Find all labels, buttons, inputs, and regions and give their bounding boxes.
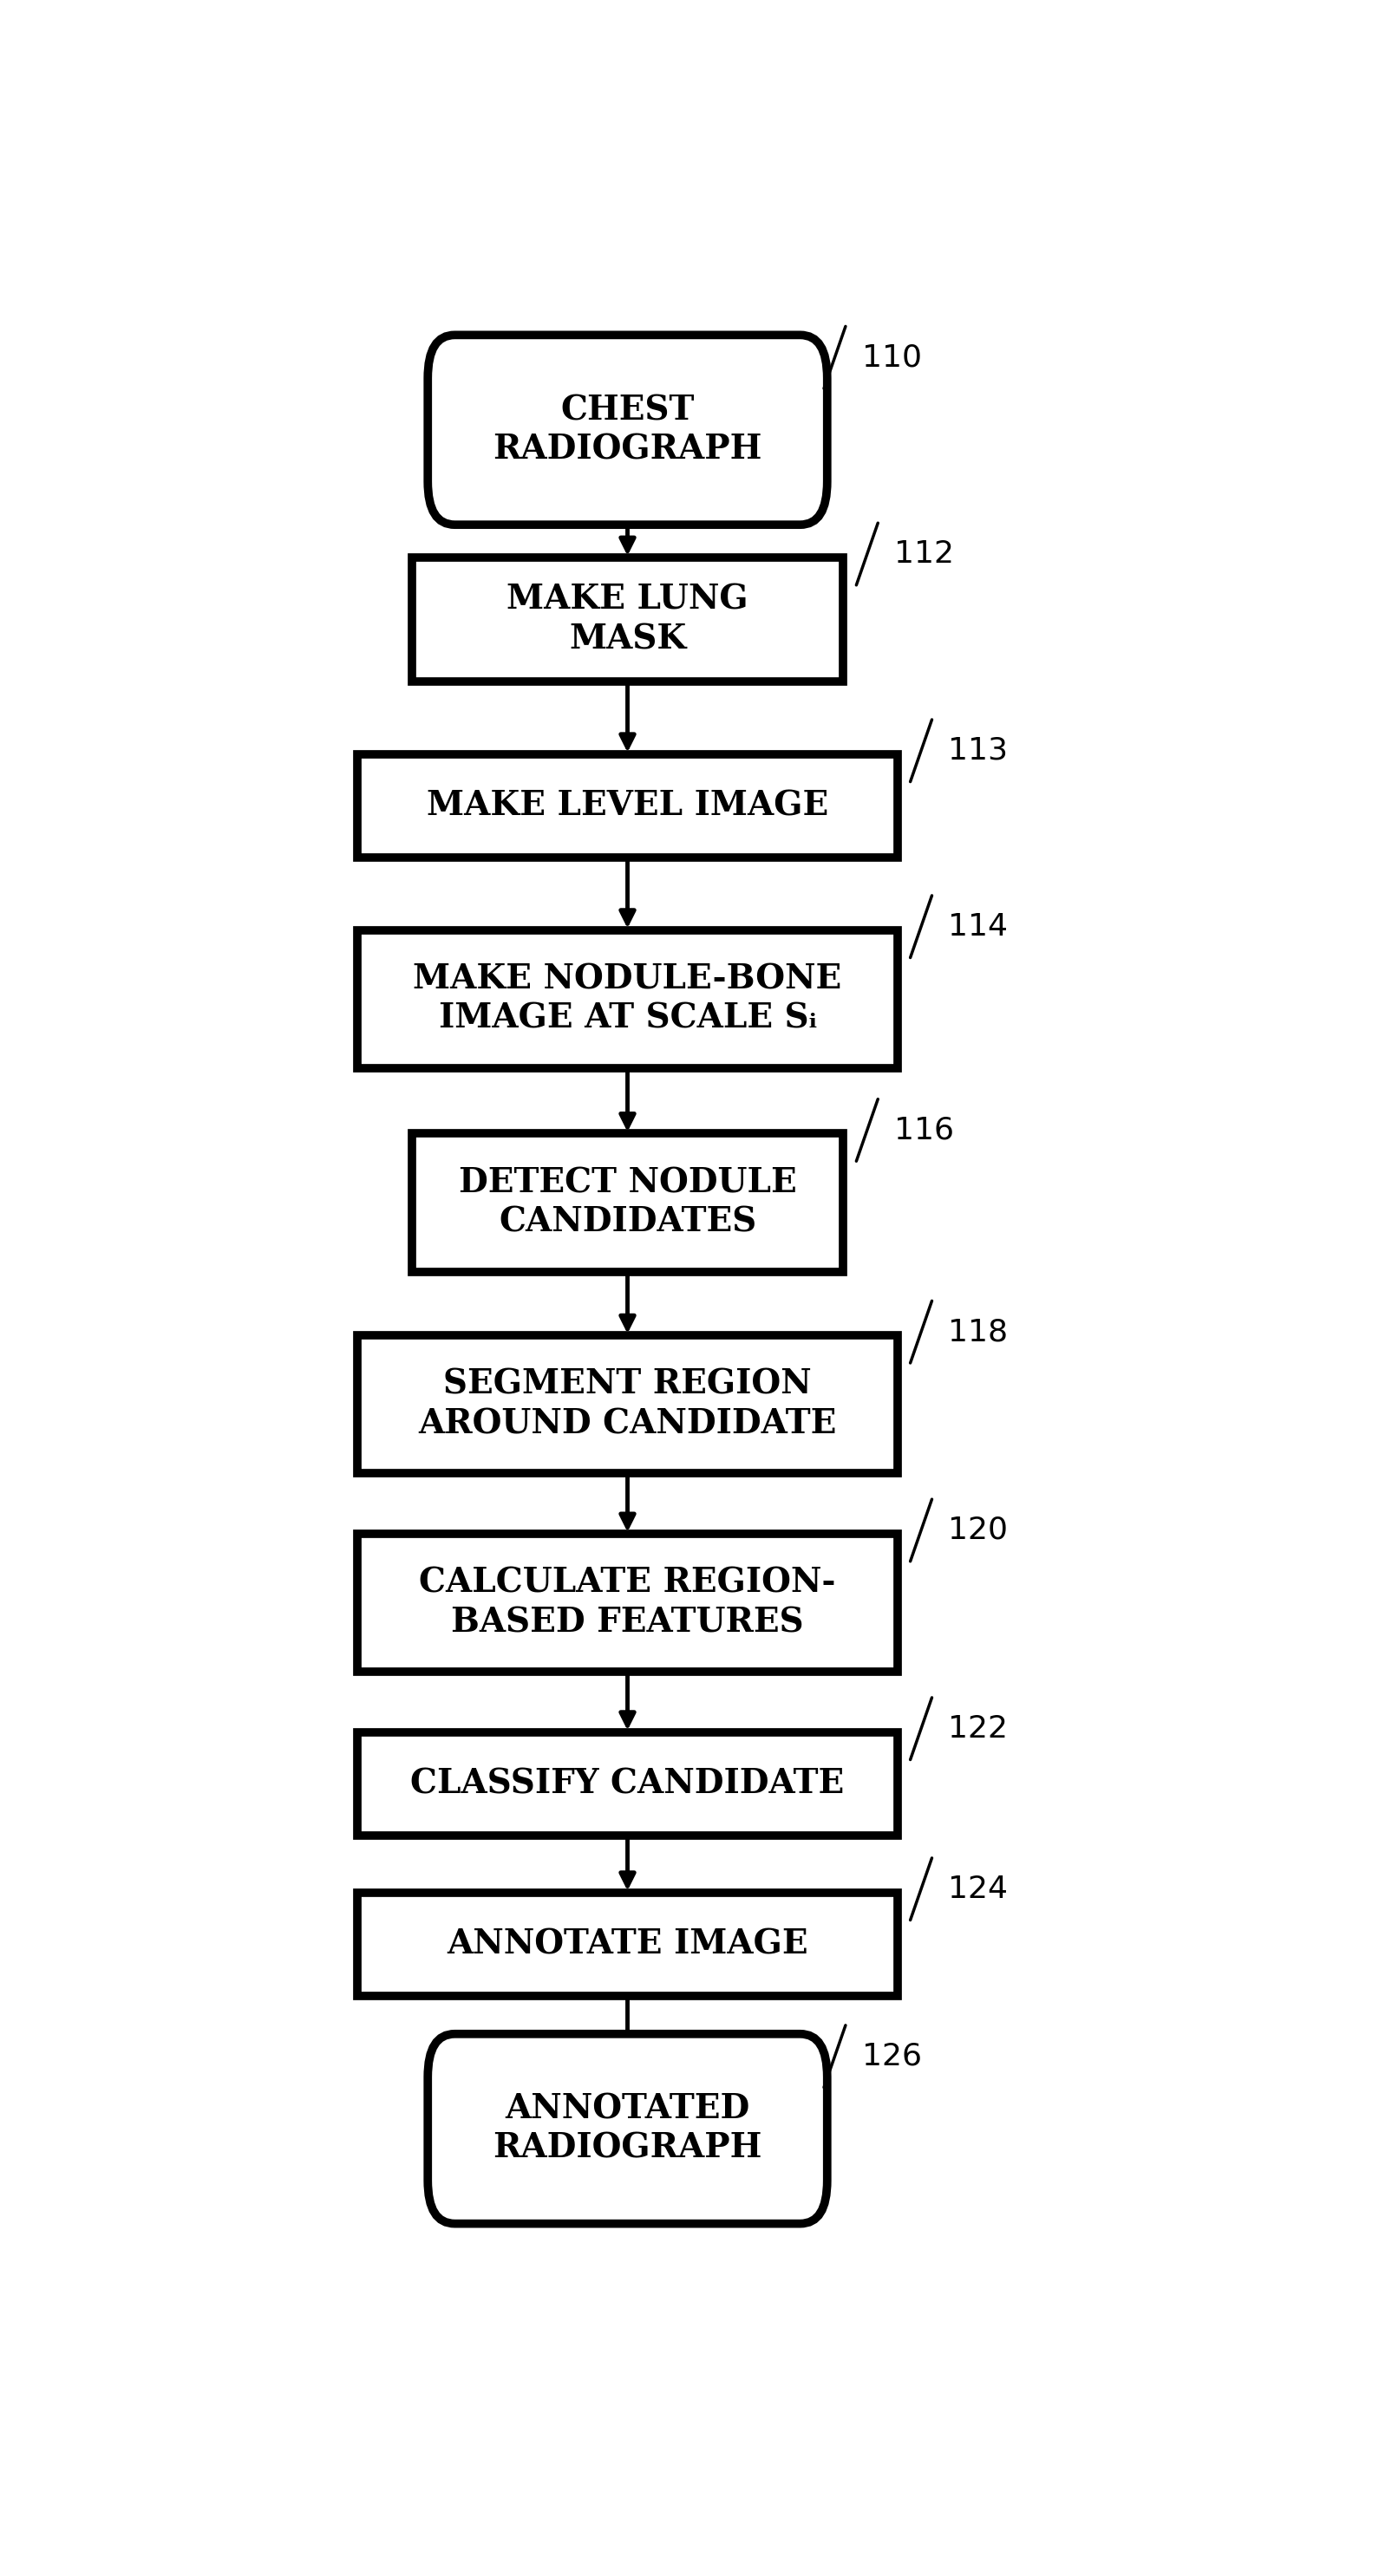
Text: 122: 122 bbox=[948, 1713, 1008, 1744]
Text: CLASSIFY CANDIDATE: CLASSIFY CANDIDATE bbox=[411, 1767, 844, 1801]
Text: 116: 116 bbox=[894, 1115, 954, 1144]
Text: 112: 112 bbox=[894, 538, 954, 569]
FancyBboxPatch shape bbox=[412, 556, 844, 683]
Text: CHEST
RADIOGRAPH: CHEST RADIOGRAPH bbox=[493, 394, 761, 466]
FancyBboxPatch shape bbox=[358, 1731, 896, 1837]
FancyBboxPatch shape bbox=[427, 335, 827, 526]
FancyBboxPatch shape bbox=[358, 1334, 896, 1473]
Text: SEGMENT REGION
AROUND CANDIDATE: SEGMENT REGION AROUND CANDIDATE bbox=[418, 1368, 837, 1440]
FancyBboxPatch shape bbox=[358, 930, 896, 1069]
FancyBboxPatch shape bbox=[358, 1533, 896, 1672]
Text: ANNOTATE IMAGE: ANNOTATE IMAGE bbox=[447, 1927, 807, 1960]
FancyBboxPatch shape bbox=[412, 1133, 844, 1273]
Text: 126: 126 bbox=[862, 2043, 922, 2071]
FancyBboxPatch shape bbox=[358, 755, 896, 858]
FancyBboxPatch shape bbox=[358, 1893, 896, 1996]
Text: 120: 120 bbox=[948, 1515, 1008, 1546]
Text: MAKE NODULE-BONE
IMAGE AT SCALE Sᵢ: MAKE NODULE-BONE IMAGE AT SCALE Sᵢ bbox=[413, 963, 841, 1036]
FancyBboxPatch shape bbox=[427, 2035, 827, 2223]
Text: 113: 113 bbox=[948, 737, 1008, 765]
Text: 114: 114 bbox=[948, 912, 1008, 940]
Text: 118: 118 bbox=[948, 1316, 1008, 1347]
Text: 110: 110 bbox=[862, 343, 922, 371]
Text: 124: 124 bbox=[948, 1875, 1008, 1904]
Text: MAKE LUNG
MASK: MAKE LUNG MASK bbox=[507, 582, 748, 657]
Text: MAKE LEVEL IMAGE: MAKE LEVEL IMAGE bbox=[426, 788, 828, 822]
Text: DETECT NODULE
CANDIDATES: DETECT NODULE CANDIDATES bbox=[458, 1167, 796, 1239]
Text: CALCULATE REGION-
BASED FEATURES: CALCULATE REGION- BASED FEATURES bbox=[419, 1566, 835, 1638]
Text: ANNOTATED
RADIOGRAPH: ANNOTATED RADIOGRAPH bbox=[493, 2092, 761, 2164]
